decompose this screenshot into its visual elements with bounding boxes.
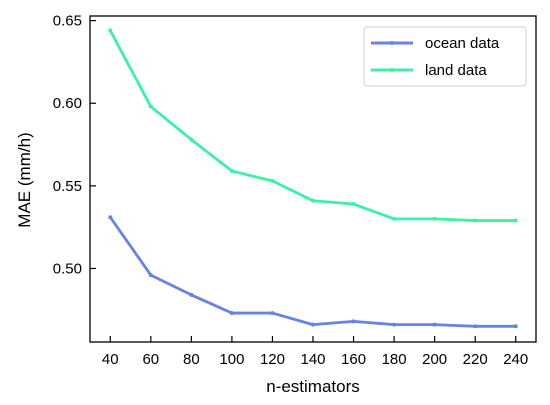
y-tick-label: 0.60 xyxy=(53,95,82,112)
data-point-ocean-data xyxy=(473,324,478,329)
series-layer xyxy=(108,28,518,329)
x-axis-ticks: 40 60 80 100 120 140 160 180 200 220 240 xyxy=(102,336,528,368)
legend-label-land: land data xyxy=(425,62,487,79)
plot-frame xyxy=(89,15,537,343)
data-point-land-data xyxy=(513,218,518,223)
x-tick-label: 80 xyxy=(183,351,200,368)
data-point-ocean-data xyxy=(189,292,194,297)
y-axis-ticks: 0.50 0.55 0.60 0.65 xyxy=(53,13,96,277)
x-tick-label: 60 xyxy=(142,351,159,368)
data-point-land-data xyxy=(189,137,194,142)
data-point-ocean-data xyxy=(108,215,113,220)
y-axis-label: MAE (mm/h) xyxy=(15,132,34,227)
data-point-ocean-data xyxy=(148,273,153,278)
x-tick-label: 240 xyxy=(503,351,528,368)
data-point-ocean-data xyxy=(229,311,234,316)
data-point-land-data xyxy=(270,178,275,183)
legend-land-marker xyxy=(390,68,394,72)
x-tick-label: 160 xyxy=(341,351,366,368)
data-point-ocean-data xyxy=(351,319,356,324)
y-tick-label: 0.65 xyxy=(53,13,82,30)
x-tick-label: 180 xyxy=(382,351,407,368)
data-point-land-data xyxy=(311,198,315,203)
data-point-ocean-data xyxy=(513,324,518,329)
legend-label-ocean: ocean data xyxy=(425,35,500,52)
x-axis-label: n-estimators xyxy=(266,377,360,396)
x-tick-label: 120 xyxy=(260,351,285,368)
data-point-ocean-data xyxy=(392,322,397,327)
data-point-land-data xyxy=(108,28,113,33)
series-line-ocean-data xyxy=(108,215,518,328)
x-tick-label: 220 xyxy=(463,351,488,368)
x-tick-label: 40 xyxy=(102,351,119,368)
x-tick-label: 100 xyxy=(219,351,244,368)
data-point-ocean-data xyxy=(432,322,437,327)
data-point-ocean-data xyxy=(270,311,275,316)
data-point-land-data xyxy=(351,202,356,207)
data-point-land-data xyxy=(148,104,153,109)
data-point-ocean-data xyxy=(311,322,315,327)
data-point-land-data xyxy=(473,218,478,223)
legend: ocean data land data xyxy=(363,26,527,87)
y-tick-label: 0.50 xyxy=(53,260,82,277)
data-point-land-data xyxy=(432,216,437,221)
x-tick-label: 200 xyxy=(422,351,447,368)
data-point-land-data xyxy=(229,168,234,173)
x-tick-label: 140 xyxy=(300,351,325,368)
legend-ocean-marker xyxy=(390,41,394,45)
data-point-land-data xyxy=(392,216,397,221)
y-tick-label: 0.55 xyxy=(53,178,82,195)
